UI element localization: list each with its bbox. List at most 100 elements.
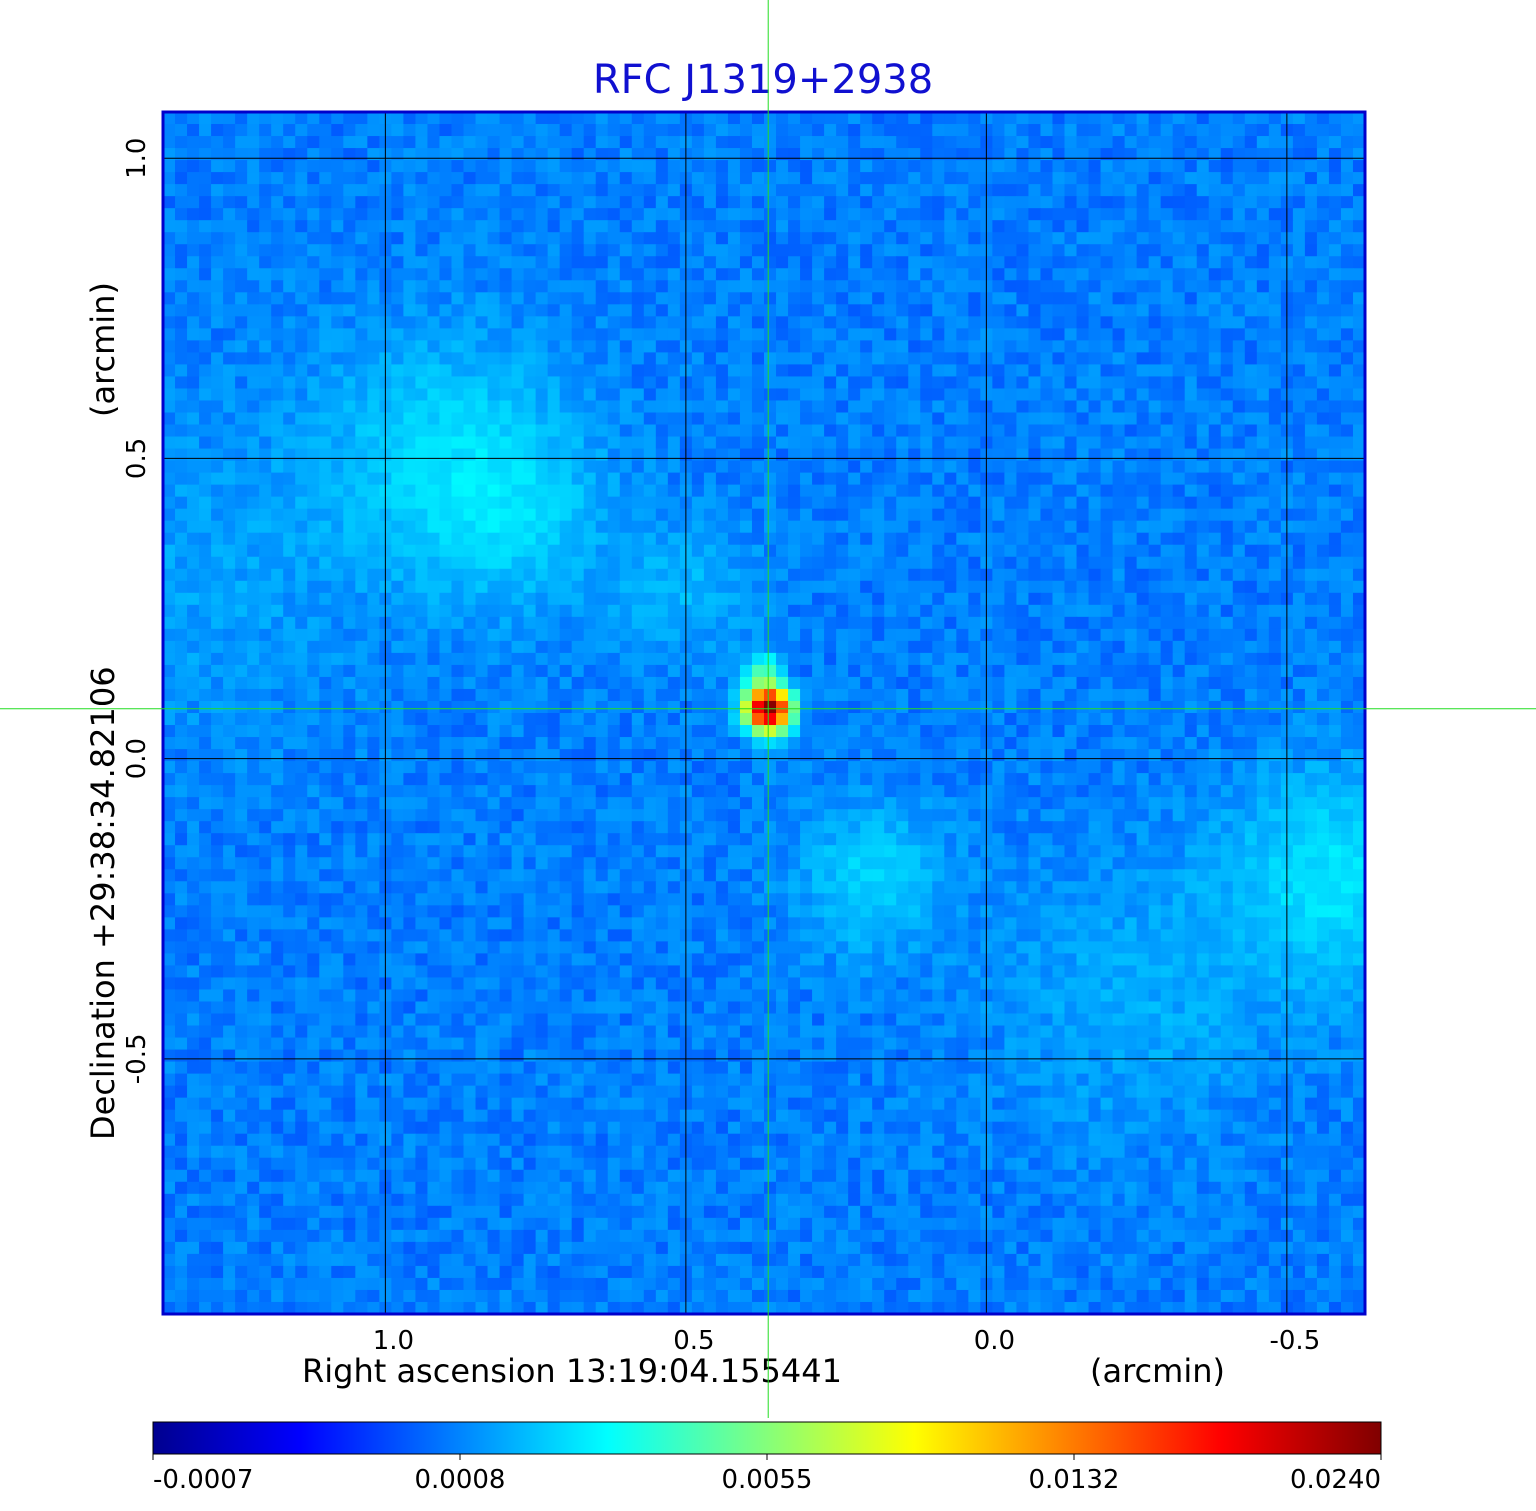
heatmap-pixel (1184, 532, 1198, 546)
heatmap-pixel (499, 316, 513, 329)
heatmap-pixel (1004, 304, 1018, 317)
heatmap-pixel (764, 700, 777, 714)
heatmap-pixel (355, 400, 368, 414)
heatmap-pixel (703, 448, 717, 462)
heatmap-pixel (1316, 268, 1330, 281)
heatmap-pixel (259, 436, 272, 450)
heatmap-pixel (415, 400, 429, 414)
heatmap-pixel (1136, 364, 1150, 378)
heatmap-pixel (1052, 460, 1066, 474)
heatmap-pixel (535, 316, 549, 329)
heatmap-pixel (1076, 532, 1090, 546)
heatmap-pixel (1184, 172, 1198, 185)
heatmap-pixel (499, 472, 513, 486)
heatmap-pixel (1028, 220, 1042, 233)
heatmap-pixel (631, 544, 645, 558)
heatmap-pixel (896, 580, 909, 594)
heatmap-pixel (1160, 208, 1174, 221)
heatmap-pixel (211, 556, 224, 570)
heatmap-pixel (1064, 664, 1078, 678)
heatmap-pixel (391, 280, 404, 293)
heatmap-pixel (872, 244, 885, 257)
heatmap-pixel (571, 256, 585, 269)
heatmap-pixel (1052, 412, 1066, 426)
heatmap-pixel (968, 148, 981, 161)
heatmap-pixel (1136, 424, 1150, 438)
heatmap-pixel (1220, 544, 1234, 558)
heatmap-pixel (223, 652, 236, 666)
heatmap-pixel (691, 628, 705, 642)
heatmap-pixel (475, 556, 489, 570)
heatmap-pixel (1160, 676, 1174, 690)
heatmap-pixel (751, 640, 765, 654)
heatmap-pixel (415, 376, 429, 390)
heatmap-pixel (583, 400, 597, 414)
heatmap-pixel (175, 472, 188, 486)
heatmap-pixel (1076, 460, 1090, 474)
heatmap-pixel (1172, 220, 1186, 233)
heatmap-pixel (247, 628, 260, 642)
heatmap-pixel (1088, 292, 1102, 305)
heatmap-pixel (896, 616, 909, 630)
heatmap-pixel (1160, 520, 1174, 534)
heatmap-pixel (727, 544, 741, 558)
heatmap-pixel (1004, 208, 1018, 221)
heatmap-pixel (1268, 592, 1282, 606)
heatmap-pixel (259, 676, 272, 690)
heatmap-pixel (667, 424, 681, 438)
heatmap-pixel (1316, 124, 1330, 137)
heatmap-pixel (944, 256, 957, 269)
heatmap-pixel (1268, 112, 1282, 125)
heatmap-pixel (764, 280, 777, 293)
heatmap-pixel (739, 544, 753, 558)
heatmap-pixel (559, 580, 573, 594)
heatmap-pixel (956, 628, 969, 642)
heatmap-pixel (619, 124, 633, 137)
heatmap-pixel (403, 472, 417, 486)
heatmap-pixel (1208, 556, 1222, 570)
heatmap-pixel (848, 496, 861, 510)
heatmap-pixel (319, 544, 332, 558)
heatmap-pixel (547, 448, 561, 462)
heatmap-pixel (776, 268, 789, 281)
heatmap-pixel (655, 604, 669, 618)
heatmap-pixel (956, 508, 969, 522)
heatmap-pixel (691, 556, 705, 570)
heatmap-pixel (1208, 604, 1222, 618)
heatmap-pixel (463, 568, 477, 582)
heatmap-pixel (1052, 652, 1066, 666)
heatmap-pixel (583, 496, 597, 510)
heatmap-pixel (1328, 136, 1342, 149)
heatmap-pixel (391, 112, 404, 125)
heatmap-pixel (848, 244, 861, 257)
heatmap-pixel (812, 424, 825, 438)
heatmap-pixel (643, 232, 657, 245)
heatmap-pixel (283, 388, 296, 402)
heatmap-pixel (499, 172, 513, 185)
heatmap-pixel (439, 640, 453, 654)
heatmap-pixel (223, 148, 236, 161)
heatmap-pixel (511, 244, 525, 257)
heatmap-pixel (1028, 520, 1042, 534)
heatmap-pixel (764, 148, 777, 161)
heatmap-pixel (1244, 220, 1258, 233)
heatmap-pixel (667, 460, 681, 474)
heatmap-pixel (968, 412, 981, 426)
heatmap-pixel (1088, 580, 1102, 594)
heatmap-pixel (932, 220, 945, 233)
heatmap-pixel (283, 652, 296, 666)
heatmap-pixel (211, 628, 224, 642)
heatmap-pixel (475, 688, 489, 702)
heatmap-pixel (1232, 664, 1246, 678)
heatmap-pixel (475, 508, 489, 522)
heatmap-pixel (439, 568, 453, 582)
heatmap-pixel (1124, 256, 1138, 269)
heatmap-pixel (487, 448, 501, 462)
heatmap-pixel (1268, 376, 1282, 390)
heatmap-pixel (860, 568, 873, 582)
heatmap-pixel (283, 268, 296, 281)
heatmap-pixel (1160, 328, 1174, 341)
heatmap-pixel (535, 568, 549, 582)
heatmap-pixel (703, 628, 717, 642)
heatmap-pixel (667, 244, 681, 257)
